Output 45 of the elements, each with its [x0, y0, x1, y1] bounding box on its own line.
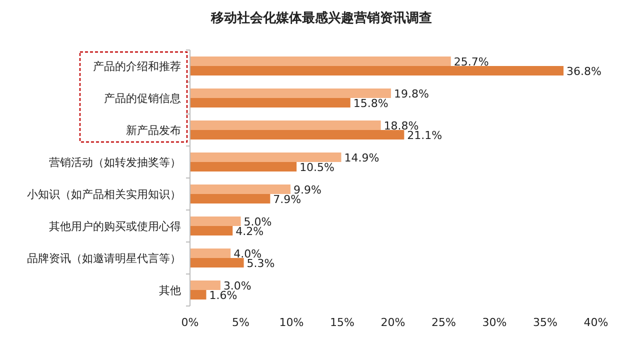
bar: [190, 258, 244, 268]
data-label: 36.8%: [566, 65, 602, 78]
x-tick-label: 25%: [432, 316, 456, 329]
data-label: 4.2%: [236, 225, 264, 238]
x-tick-label: 0%: [181, 316, 199, 329]
x-tick-label: 40%: [584, 316, 608, 329]
bar: [190, 152, 342, 162]
data-label: 5.3%: [246, 257, 275, 270]
x-tick-label: 35%: [533, 316, 558, 329]
data-label: 7.9%: [273, 193, 302, 206]
chart-title: 移动社会化媒体最感兴趣营销资讯调查: [210, 10, 432, 26]
bar: [190, 56, 451, 66]
bar: [190, 130, 404, 140]
data-label: 25.7%: [454, 56, 489, 68]
x-tick-label: 20%: [380, 316, 406, 329]
bar: [190, 290, 206, 300]
y-tick-label: 新产品发布: [126, 124, 181, 137]
bar: [190, 194, 270, 204]
x-tick-label: 15%: [330, 316, 354, 329]
y-tick-label: 其他: [159, 284, 181, 297]
bar: [190, 120, 381, 130]
y-tick-label: 品牌资讯（如邀请明星代言等）: [27, 252, 181, 265]
data-label: 1.6%: [209, 289, 238, 302]
data-label: 10.5%: [300, 161, 335, 174]
bar: [190, 216, 241, 226]
bar: [190, 248, 231, 258]
x-tick-label: 10%: [279, 316, 304, 329]
y-tick-label: 营销活动（如转发抽奖等）: [49, 156, 181, 169]
y-tick-label: 产品的介绍和推荐: [93, 60, 181, 73]
y-tick-label: 其他用户的购买或使用心得: [49, 220, 181, 233]
data-label: 14.9%: [344, 152, 380, 164]
data-label: 19.8%: [394, 88, 429, 100]
bar: [190, 184, 290, 194]
data-label: 15.8%: [353, 97, 388, 110]
bar: [190, 226, 233, 236]
bar: [190, 88, 391, 98]
x-tick-label: 5%: [232, 316, 250, 329]
bar: [190, 66, 564, 76]
data-label: 21.1%: [407, 129, 442, 142]
x-tick-label: 30%: [482, 316, 507, 329]
bar: [190, 98, 350, 108]
bar: [190, 280, 220, 290]
y-tick-label: 小知识（如产品相关实用知识）: [27, 188, 181, 201]
bar: [190, 162, 297, 172]
y-tick-label: 产品的促销信息: [104, 92, 181, 105]
